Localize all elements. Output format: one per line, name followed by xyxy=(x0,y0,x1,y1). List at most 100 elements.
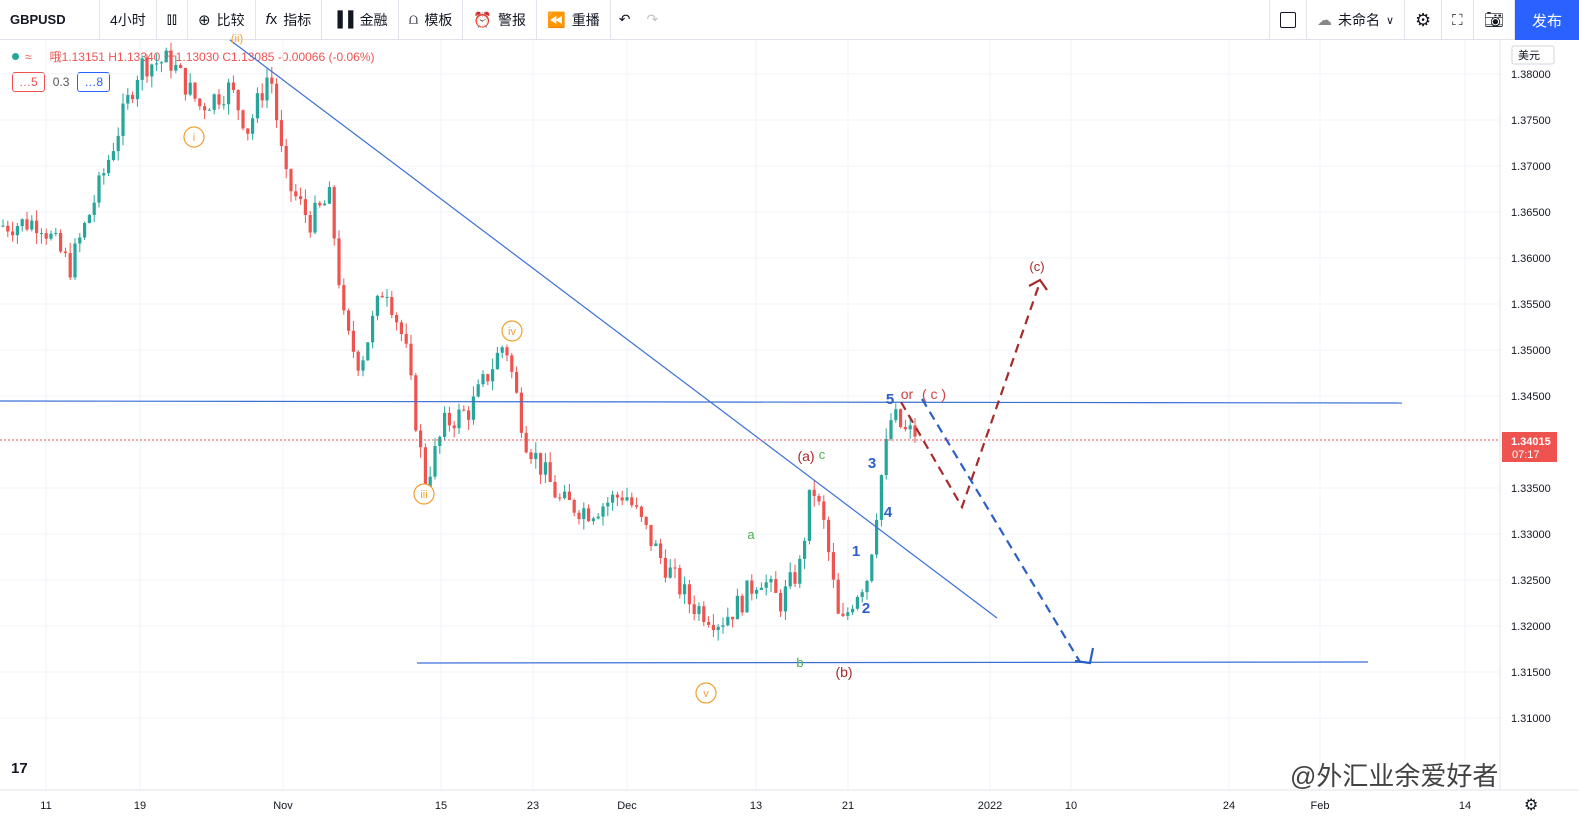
y-tick-1: 1.37500 xyxy=(1511,115,1551,127)
financials-button[interactable]: ▐▐ 金融 xyxy=(322,0,399,40)
wave-label-iii-circle xyxy=(413,483,435,505)
wave-label-b-green: b xyxy=(796,655,803,670)
replay-button[interactable]: ⏪ 重播 xyxy=(537,0,611,40)
candle-body-120 xyxy=(577,512,581,520)
redo-icon: ↷ xyxy=(646,11,659,27)
candle-body-124 xyxy=(596,516,600,519)
candle-body-95 xyxy=(457,409,461,429)
y-tick-5: 1.35500 xyxy=(1511,299,1551,311)
x-tick-11: Feb xyxy=(1311,800,1330,812)
candle-body-103 xyxy=(495,352,499,370)
interval-button[interactable]: 4小时 xyxy=(100,0,157,40)
candle-body-137 xyxy=(659,543,663,558)
candle-body-81 xyxy=(390,297,394,316)
indicators-label: 指标 xyxy=(283,11,312,28)
candle-body-155 xyxy=(745,580,749,613)
indicator-chip-1[interactable]: …5 xyxy=(12,72,45,92)
compare-label: 比较 xyxy=(216,11,245,28)
candle-body-152 xyxy=(731,616,735,620)
candle-body-68 xyxy=(327,187,331,204)
candle-body-140 xyxy=(673,567,677,569)
candle-body-15 xyxy=(73,243,77,278)
redo-button[interactable]: ↷ xyxy=(638,0,666,40)
candle-body-142 xyxy=(683,584,687,595)
wave-label-2: 2 xyxy=(862,600,870,617)
wave-label-5: 5 xyxy=(886,391,894,408)
candle-body-187 xyxy=(899,409,903,428)
indicators-button[interactable]: fx 指标 xyxy=(256,0,323,40)
toolbar-right: ☁ 未命名 ∨ ⚙ ⛶ 📷︎ 发布 xyxy=(1268,0,1579,40)
candle-body-86 xyxy=(414,375,418,431)
candle-body-11 xyxy=(54,232,58,234)
price-axis: 1.38000 1.37500 1.37000 1.36500 1.36000 1.355… xyxy=(1511,69,1551,725)
x-tick-5: Dec xyxy=(617,800,637,812)
candle-body-3 xyxy=(15,226,19,236)
candle-body-165 xyxy=(793,572,797,584)
indicator-chips: …5 0.3 …8 xyxy=(12,72,111,92)
candle-body-47 xyxy=(227,82,231,105)
candle-body-14 xyxy=(68,253,72,278)
candle-body-22 xyxy=(107,159,111,174)
candle-body-172 xyxy=(827,519,831,553)
x-tick-1: 19 xyxy=(134,800,146,812)
x-tick-0: 11 xyxy=(40,800,51,812)
candle-body-1 xyxy=(6,225,10,232)
candle-body-52 xyxy=(251,118,255,134)
last-price-badge xyxy=(1502,432,1557,462)
indicator-chip-2[interactable]: 0.3 xyxy=(52,75,70,89)
candle-body-83 xyxy=(399,322,403,335)
wave-label-c-green: c xyxy=(819,447,826,462)
cloud-icon: ☁ xyxy=(1316,12,1332,29)
undo-button[interactable]: ↶ xyxy=(611,0,639,40)
candle-body-133 xyxy=(639,506,643,517)
publish-button[interactable]: 发布 xyxy=(1515,0,1579,40)
wave-label-b-paren: (b) xyxy=(835,664,852,680)
templates-button[interactable]: ⩍ 模板 xyxy=(399,0,464,40)
blue-projection-head xyxy=(1074,647,1095,665)
candle-body-70 xyxy=(337,238,341,286)
candle-body-69 xyxy=(332,187,336,239)
candle-body-82 xyxy=(395,315,399,323)
layout-name-button[interactable]: ☁ 未命名 ∨ xyxy=(1307,0,1406,40)
template-icon: ⩍ xyxy=(408,11,419,28)
indicator-chip-3[interactable]: …8 xyxy=(77,72,111,92)
chart-type-button[interactable]: ⫾⫾ xyxy=(157,0,189,40)
x-tick-12: 14 xyxy=(1459,800,1471,812)
x-tick-10: 24 xyxy=(1223,800,1235,812)
candle-body-112 xyxy=(539,452,543,475)
alert-button[interactable]: ⏰ 警报 xyxy=(463,0,538,40)
candle-body-116 xyxy=(558,497,562,499)
wave-label-a-green: a xyxy=(747,527,755,542)
compare-button[interactable]: ⊕ 比较 xyxy=(188,0,256,40)
axis-settings-icon[interactable]: ⚙ xyxy=(1524,797,1539,814)
candle-body-74 xyxy=(356,351,360,371)
candle-body-12 xyxy=(59,232,63,252)
candle-body-161 xyxy=(774,579,778,593)
candle-body-164 xyxy=(788,572,792,587)
snapshot-button[interactable]: 📷︎ xyxy=(1474,0,1515,40)
fullscreen-layout-button[interactable] xyxy=(1268,0,1307,40)
descending-trendline xyxy=(229,39,998,619)
candle-body-168 xyxy=(807,489,811,541)
candle-body-79 xyxy=(380,295,384,298)
expand-button[interactable]: ⛶ xyxy=(1442,0,1474,40)
candle-body-123 xyxy=(591,518,595,522)
y-tick-11: 1.32500 xyxy=(1511,575,1551,587)
grid-lines xyxy=(0,40,1500,790)
candle-body-0 xyxy=(1,225,5,227)
candle-body-49 xyxy=(236,90,240,111)
wave-label-iii: iii xyxy=(420,489,427,501)
symbol-button[interactable]: GBPUSD xyxy=(0,0,100,40)
candle-body-78 xyxy=(375,295,379,316)
candle-body-185 xyxy=(889,420,893,439)
candle-body-71 xyxy=(342,285,346,311)
candle-body-8 xyxy=(39,233,43,235)
candle-body-46 xyxy=(222,104,226,106)
candle-body-125 xyxy=(601,506,605,517)
candle-body-18 xyxy=(87,214,91,223)
y-tick-3: 1.36500 xyxy=(1511,207,1551,219)
top-toolbar: GBPUSD 4小时 ⫾⫾ ⊕ 比较 fx 指标 ▐▐ 金融 ⩍ 模板 ⏰ 警报 ⏪ 重播 … xyxy=(0,0,1579,40)
candle-body-146 xyxy=(702,606,706,622)
settings-button[interactable]: ⚙ xyxy=(1405,0,1443,40)
